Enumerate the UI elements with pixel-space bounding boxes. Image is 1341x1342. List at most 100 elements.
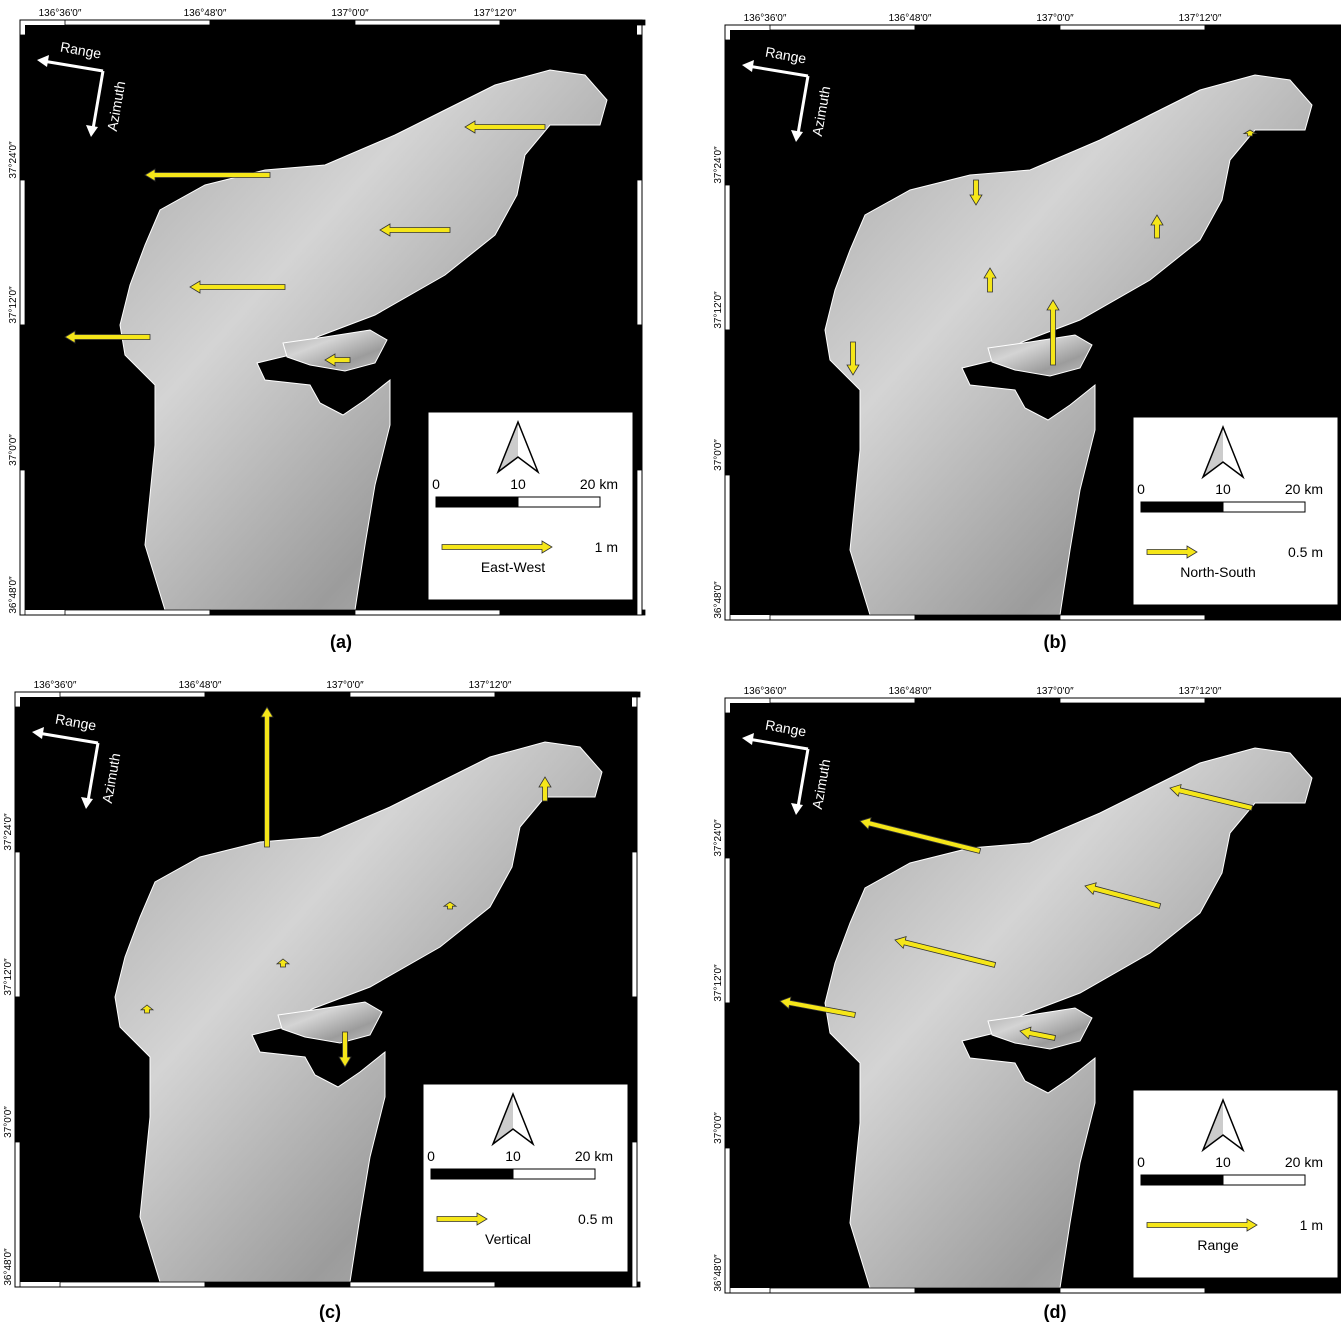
- frame-bar: [1205, 1288, 1341, 1293]
- top-tick-label: 137°12'0″: [1179, 686, 1222, 697]
- left-tick-label: 37°0'0″: [713, 439, 724, 471]
- legend-value: 1 m: [1300, 1217, 1323, 1233]
- top-tick-label: 136°36'0″: [39, 8, 82, 19]
- scale-label: 20 km: [1285, 1154, 1323, 1170]
- frame-bar: [350, 1282, 495, 1287]
- frame-bar: [632, 1142, 637, 1287]
- frame-bar: [15, 707, 20, 852]
- top-tick-label: 137°12'0″: [474, 8, 517, 19]
- frame-bar: [210, 610, 355, 615]
- top-tick-label: 136°36'0″: [744, 686, 787, 697]
- top-tick-label: 136°36'0″: [34, 680, 77, 691]
- frame-bar: [65, 610, 210, 615]
- frame-bar: [15, 852, 20, 997]
- frame-bar: [15, 1142, 20, 1287]
- scale-label: 20 km: [580, 476, 618, 492]
- frame-bar: [1060, 1288, 1205, 1293]
- frame-bar: [65, 20, 210, 25]
- scale-white: [1223, 1175, 1305, 1185]
- scale-black: [1141, 1175, 1223, 1185]
- frame-bar: [725, 185, 730, 330]
- scale-label: 20 km: [575, 1148, 613, 1164]
- frame-bar: [915, 698, 1060, 703]
- scale-label: 10: [1215, 481, 1231, 497]
- left-tick-label: 37°12'0″: [8, 286, 19, 324]
- frame-bar: [1205, 25, 1341, 30]
- frame-bar: [15, 997, 20, 1142]
- map-panel: 136°36'0″ 136°48'0″ 137°0'0″ 137°12'0″ 37°24…: [8, 8, 645, 615]
- frame-bar: [637, 35, 642, 180]
- frame-bar: [632, 852, 637, 997]
- scale-white: [1223, 502, 1305, 512]
- left-tick-label: 37°24'0″: [713, 146, 724, 184]
- figure: 136°36'0″ 136°48'0″ 137°0'0″ 137°12'0″ 37°24…: [0, 0, 1341, 1337]
- frame-bar: [1060, 698, 1205, 703]
- legend-value: 0.5 m: [578, 1211, 613, 1227]
- frame-bar: [500, 20, 645, 25]
- frame-bar: [770, 25, 915, 30]
- frame-bar: [1205, 698, 1341, 703]
- top-tick-label: 136°48'0″: [889, 13, 932, 24]
- left-tick-label: 36°48'0″: [8, 576, 19, 614]
- frame-bar: [915, 25, 1060, 30]
- map-panel: 136°36'0″136°48'0″137°0'0″137°12'0″37°24…: [3, 680, 640, 1287]
- frame-bar: [725, 713, 730, 858]
- frame-bar: [355, 20, 500, 25]
- frame-bar: [495, 692, 640, 697]
- legend-name: Range: [1197, 1237, 1238, 1253]
- frame-bar: [500, 610, 645, 615]
- scale-label: 10: [1215, 1154, 1231, 1170]
- scale-white: [513, 1169, 595, 1179]
- legend-name: North-South: [1180, 564, 1255, 580]
- panel-label: (d): [1044, 1302, 1067, 1322]
- frame-bar: [725, 330, 730, 475]
- legend-value: 1 m: [595, 539, 618, 555]
- frame-bar: [20, 325, 25, 470]
- top-tick-label: 137°0'0″: [326, 680, 364, 691]
- scale-label: 0: [1137, 481, 1145, 497]
- top-tick-label: 136°48'0″: [179, 680, 222, 691]
- frame-bar: [60, 1282, 205, 1287]
- left-tick-label: 37°12'0″: [3, 958, 14, 996]
- panel-label: (b): [1044, 632, 1067, 652]
- left-tick-label: 37°12'0″: [713, 964, 724, 1002]
- frame-bar: [632, 707, 637, 852]
- frame-bar: [1060, 25, 1205, 30]
- left-tick-label: 37°0'0″: [8, 434, 19, 466]
- top-tick-label: 136°48'0″: [184, 8, 227, 19]
- left-tick-label: 37°24'0″: [3, 813, 14, 851]
- left-tick-label: 37°0'0″: [713, 1112, 724, 1144]
- frame-bar: [20, 180, 25, 325]
- left-tick-label: 37°24'0″: [713, 819, 724, 857]
- legend-name: Vertical: [485, 1231, 531, 1247]
- top-tick-label: 137°0'0″: [331, 8, 369, 19]
- left-tick-label: 37°0'0″: [3, 1106, 14, 1138]
- scale-black: [436, 497, 518, 507]
- left-tick-label: 37°24'0″: [8, 141, 19, 179]
- frame-bar: [20, 35, 25, 180]
- frame-bar: [725, 858, 730, 1003]
- frame-bar: [60, 692, 205, 697]
- scale-label: 0: [427, 1148, 435, 1164]
- top-tick-label: 137°12'0″: [1179, 13, 1222, 24]
- frame-bar: [632, 997, 637, 1142]
- map-panel: 136°36'0″136°48'0″137°0'0″137°12'0″37°24…: [713, 686, 1341, 1293]
- frame-bar: [355, 610, 500, 615]
- scale-white: [518, 497, 600, 507]
- map-panel: 136°36'0″ 136°48'0″ 137°0'0″ 137°12'0″ 37°24…: [713, 13, 1341, 620]
- left-tick-label: 36°48'0″: [3, 1248, 14, 1286]
- frame-bar: [725, 1003, 730, 1148]
- top-tick-label: 136°36'0″: [744, 13, 787, 24]
- scale-label: 0: [1137, 1154, 1145, 1170]
- frame-bar: [770, 1288, 915, 1293]
- frame-bar: [725, 1148, 730, 1293]
- top-tick-label: 137°0'0″: [1036, 13, 1074, 24]
- frame-bar: [725, 40, 730, 185]
- frame-bar: [20, 470, 25, 615]
- frame-bar: [725, 475, 730, 620]
- frame-bar: [915, 1288, 1060, 1293]
- left-tick-label: 36°48'0″: [713, 1254, 724, 1292]
- panel-label: (a): [330, 632, 352, 652]
- frame-bar: [205, 692, 350, 697]
- frame-bar: [770, 615, 915, 620]
